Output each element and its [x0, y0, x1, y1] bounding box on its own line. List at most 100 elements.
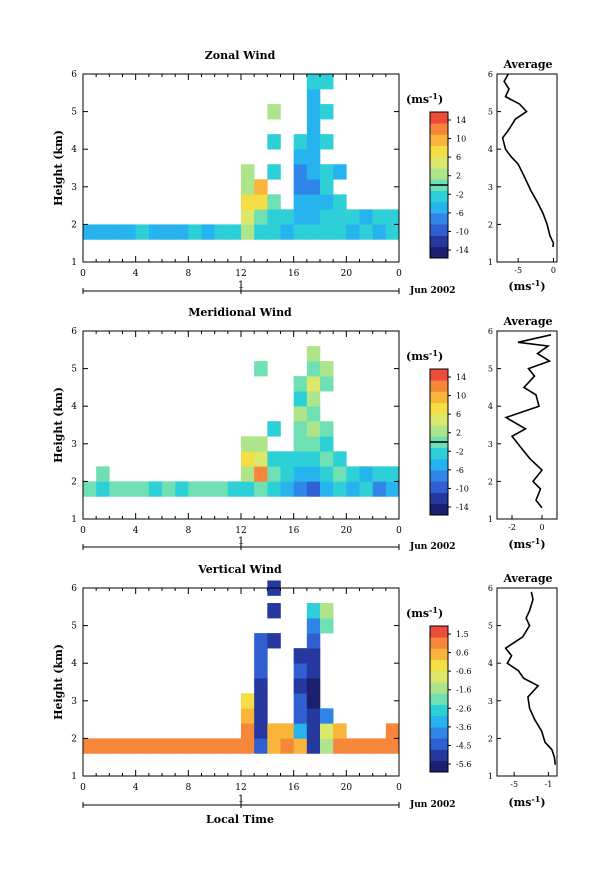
profile-x-tick-label: -2 [508, 523, 516, 532]
colorbar-tick-label: -0.6 [456, 667, 471, 676]
colorbar-tick-label: 2 [456, 429, 461, 438]
profile-y-tick-label: 6 [488, 327, 493, 336]
y-tick-label: 1 [71, 772, 77, 782]
heatmap-cell [306, 436, 321, 452]
heatmap-cell [306, 376, 321, 392]
heatmap-cell [306, 678, 321, 694]
heatmap-cell [306, 224, 321, 240]
colorbar: 14 10 6 2 -2 -6 -10 -14 [429, 111, 469, 259]
x-tick-label: 20 [341, 269, 353, 279]
heatmap-cell [306, 708, 321, 724]
heatmap-cell [320, 421, 334, 437]
colorbar-swatch [430, 391, 448, 403]
y-tick-label: 1 [71, 515, 77, 525]
heatmap-cell [385, 481, 400, 497]
heatmap-cell [306, 164, 321, 180]
heatmap-cell [333, 224, 347, 240]
x-tick-label: 4 [133, 269, 139, 279]
heatmap-cell [306, 119, 321, 135]
y-tick-label: 4 [71, 145, 77, 155]
profile-line [501, 73, 555, 248]
heatmap-cell [372, 466, 387, 482]
heatmap-cell [241, 451, 255, 467]
colorbar-swatch [430, 201, 448, 214]
heatmap-cell [241, 179, 255, 195]
x-tick-label: 20 [341, 526, 353, 536]
profile-x-tick-label: -5 [510, 780, 518, 789]
colorbar-swatch [430, 402, 448, 415]
heatmap-cell [267, 481, 281, 497]
heatmap-cell [83, 224, 97, 240]
heatmap-cell [293, 376, 308, 392]
heatmap-cell [293, 164, 308, 180]
profile-unit: (ms-1) [508, 278, 545, 293]
heatmap-cell [241, 708, 255, 724]
heatmap-cell [346, 224, 360, 240]
heatmap-cell [267, 421, 281, 437]
heatmap-cell [241, 466, 255, 482]
heatmap-cell [320, 179, 334, 195]
colorbar-swatch [430, 738, 448, 750]
profile-unit: (ms-1) [508, 536, 545, 551]
profile-title: Average [502, 572, 552, 585]
colorbar-tick-label: -6 [456, 466, 464, 475]
heatmap-cell [320, 164, 334, 180]
heatmap-cell [306, 104, 321, 120]
heatmap-cell [162, 738, 176, 754]
colorbar-swatch [430, 224, 448, 236]
day-axis: 1 [83, 536, 399, 548]
y-tick-label: 3 [71, 440, 77, 450]
heatmap-cell [320, 361, 334, 377]
heatmap-cell [320, 466, 334, 482]
colorbar-unit: (ms-1) [406, 605, 443, 620]
heatmap-cell [254, 678, 268, 694]
heatmap-cell [227, 481, 242, 497]
heatmap-cell [333, 209, 347, 225]
heatmap-cell [254, 723, 268, 739]
heatmap-cell [359, 209, 373, 225]
colorbar-swatch [430, 470, 448, 482]
colorbar-tick-label: 10 [456, 392, 466, 401]
x-tick-label: 8 [185, 269, 191, 279]
profile-plot: 1 2 3 4 5 6 -2 0 [488, 327, 552, 532]
y-tick-label: 5 [71, 108, 77, 118]
heatmap-area [83, 346, 400, 497]
y-tick-label: 6 [71, 327, 77, 337]
colorbar-swatch [430, 704, 448, 717]
heatmap-cell [241, 481, 255, 497]
heatmap-cell [254, 451, 268, 467]
profile-x-tick-label: 0 [539, 523, 544, 532]
heatmap-cell [83, 481, 97, 497]
heatmap-cell [293, 406, 308, 422]
heatmap-cell [241, 693, 255, 709]
heatmap-cell [306, 618, 321, 634]
heatmap-cell [306, 451, 321, 467]
heatmap-cell [372, 224, 387, 240]
profile-y-tick-label: 5 [488, 622, 493, 631]
y-tick-label: 1 [71, 258, 77, 268]
colorbar-tick-label: 0.6 [456, 649, 469, 658]
heatmap-cell [135, 738, 150, 754]
colorbar-tick-label: -14 [456, 246, 469, 255]
profile-unit: (ms-1) [508, 794, 545, 809]
colorbar-tick-label: -10 [456, 227, 469, 236]
heatmap-cell [346, 466, 360, 482]
heatmap-cell [306, 74, 321, 90]
heatmap-cell [293, 663, 308, 679]
heatmap-cell [293, 708, 308, 724]
colorbar-swatch [430, 659, 448, 672]
colorbar-tick-label: -14 [456, 503, 469, 512]
colorbar-swatch [430, 637, 448, 649]
heatmap-cell [320, 603, 334, 619]
x-tick-label: 0 [396, 783, 402, 793]
heatmap-cell [280, 224, 294, 240]
heatmap-cell [267, 603, 281, 619]
colorbar-swatch [430, 626, 448, 638]
heatmap-cell [293, 436, 308, 452]
heatmap-cell [201, 224, 215, 240]
heatmap-cell [320, 481, 334, 497]
heatmap-cell [280, 738, 294, 754]
y-tick-label: 6 [71, 70, 77, 80]
heatmap-cell [293, 224, 308, 240]
